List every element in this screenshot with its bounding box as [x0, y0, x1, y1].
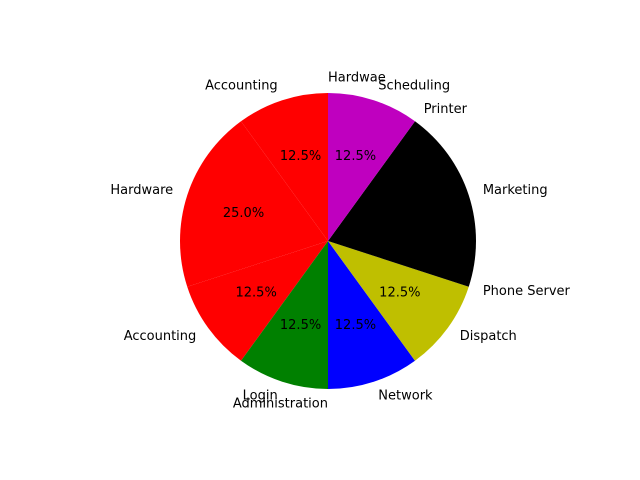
- slice-label: Network: [378, 388, 433, 403]
- pie-slice: [328, 93, 415, 241]
- pie-slice: [328, 241, 415, 389]
- slice-label: Login: [243, 388, 278, 403]
- pie-labels: Hardwae Accounting 12.5% Hardware 25.0% Accou…: [110, 71, 570, 412]
- slice-percent-label: 25.0%: [223, 206, 264, 221]
- slice-percent-label: 12.5%: [335, 149, 376, 164]
- pie-slice: [180, 121, 328, 287]
- slice-label: Accounting: [124, 329, 197, 344]
- slice-label: Hardwae: [328, 71, 386, 86]
- slice-label: Hardware: [110, 183, 173, 198]
- slice-label: Administration: [233, 396, 328, 411]
- slice-label: Dispatch: [460, 329, 517, 344]
- slice-percent-label: 12.5%: [280, 149, 321, 164]
- slice-label: Marketing: [483, 183, 548, 198]
- slice-label: Scheduling: [378, 79, 450, 94]
- slice-label: Printer: [424, 102, 468, 117]
- pie-slice: [187, 241, 328, 361]
- slice-percent-label: 12.5%: [335, 318, 376, 333]
- slice-label: Phone Server: [483, 284, 571, 299]
- pie-slice: [328, 241, 469, 361]
- slice-percent-label: 12.5%: [236, 286, 277, 301]
- pie-slice: [241, 93, 328, 241]
- slice-label: Accounting: [205, 79, 278, 94]
- slice-percent-label: 12.5%: [280, 318, 321, 333]
- pie-wedges: [180, 93, 477, 389]
- slice-percent-label: 12.5%: [379, 286, 420, 301]
- pie-slice: [328, 121, 477, 287]
- pie-slice: [241, 241, 328, 389]
